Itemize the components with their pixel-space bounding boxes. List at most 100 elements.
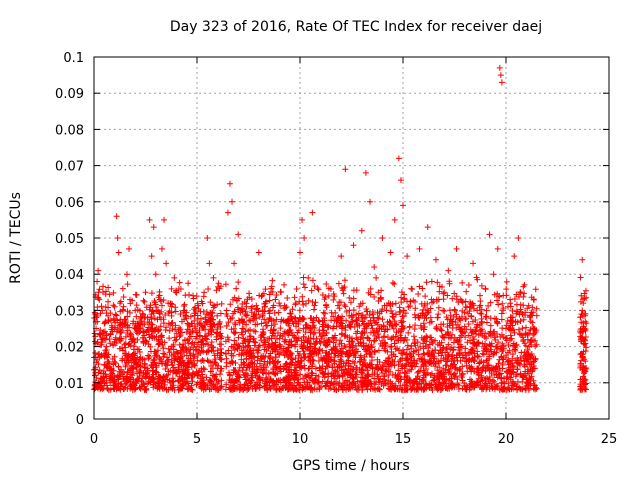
data-point	[430, 377, 437, 384]
data-point	[259, 311, 266, 318]
data-point	[492, 384, 499, 391]
data-point	[225, 369, 232, 376]
data-point	[329, 381, 336, 388]
data-point	[169, 385, 176, 392]
data-point	[372, 348, 379, 355]
data-point	[311, 283, 318, 290]
data-point	[517, 385, 524, 392]
data-point	[152, 301, 159, 308]
data-point	[181, 301, 188, 308]
data-point	[379, 316, 386, 323]
data-point	[185, 385, 192, 392]
data-point	[307, 353, 314, 360]
data-point	[101, 328, 108, 335]
data-point	[379, 337, 386, 344]
data-point	[349, 380, 356, 387]
data-point	[194, 300, 201, 307]
data-point	[293, 319, 300, 326]
data-point	[286, 379, 293, 386]
data-point	[197, 350, 204, 357]
data-point	[129, 297, 136, 304]
data-point	[325, 292, 332, 299]
data-point	[325, 351, 332, 358]
data-point	[382, 380, 389, 387]
data-point	[263, 347, 270, 354]
data-point	[438, 283, 445, 290]
data-point	[254, 357, 261, 364]
data-point	[376, 325, 383, 332]
data-point	[343, 308, 350, 315]
axis-ticks	[93, 56, 610, 420]
data-point	[120, 303, 127, 310]
data-point	[346, 384, 353, 391]
data-point	[320, 327, 327, 334]
data-point	[122, 333, 129, 340]
data-point	[310, 348, 317, 355]
data-point	[312, 299, 319, 306]
data-point	[458, 343, 465, 350]
data-point	[106, 336, 113, 343]
data-point	[272, 354, 279, 361]
data-point	[495, 339, 502, 346]
data-point	[92, 333, 99, 340]
data-point	[382, 340, 389, 347]
x-tick-label: 25	[601, 432, 618, 447]
data-point	[321, 374, 328, 381]
data-point	[395, 155, 402, 162]
data-point	[165, 386, 172, 393]
data-point	[301, 284, 308, 291]
data-point	[116, 336, 123, 343]
data-point	[266, 291, 273, 298]
data-point	[321, 310, 328, 317]
data-point	[264, 336, 271, 343]
data-point	[222, 281, 229, 288]
data-point	[389, 279, 396, 286]
data-point	[96, 367, 103, 374]
data-point	[190, 370, 197, 377]
data-point	[277, 363, 284, 370]
data-point	[178, 329, 185, 336]
data-point	[275, 358, 282, 365]
data-point	[332, 350, 339, 357]
data-point	[443, 362, 450, 369]
data-point	[474, 353, 481, 360]
data-point	[129, 372, 136, 379]
data-point	[412, 305, 419, 312]
y-tick-label: 0.05	[55, 232, 84, 247]
data-point	[461, 309, 468, 316]
data-point	[398, 294, 405, 301]
data-point	[354, 336, 361, 343]
data-point	[94, 312, 101, 319]
data-point	[276, 300, 283, 307]
data-point	[530, 309, 537, 316]
data-point	[308, 372, 315, 379]
data-point	[284, 294, 291, 301]
data-point	[208, 328, 215, 335]
data-point	[366, 350, 373, 357]
data-point	[373, 274, 380, 281]
data-point	[357, 300, 364, 307]
data-point	[300, 342, 307, 349]
data-point	[110, 386, 117, 393]
data-point	[515, 235, 522, 241]
data-point	[143, 304, 150, 311]
data-point	[179, 357, 186, 364]
data-point	[203, 332, 210, 339]
data-point	[154, 347, 161, 354]
data-point	[388, 336, 395, 343]
data-point	[192, 304, 199, 311]
data-point	[491, 348, 498, 355]
data-point	[208, 339, 215, 346]
data-point	[510, 369, 517, 376]
data-point	[247, 336, 254, 343]
data-point	[341, 342, 348, 349]
data-point	[277, 325, 284, 332]
data-point	[96, 296, 103, 303]
data-point	[309, 348, 316, 355]
data-point	[369, 385, 376, 392]
data-point	[161, 351, 168, 358]
data-point	[501, 380, 508, 387]
data-point	[361, 315, 368, 322]
data-point	[116, 300, 123, 307]
data-point	[254, 321, 261, 328]
